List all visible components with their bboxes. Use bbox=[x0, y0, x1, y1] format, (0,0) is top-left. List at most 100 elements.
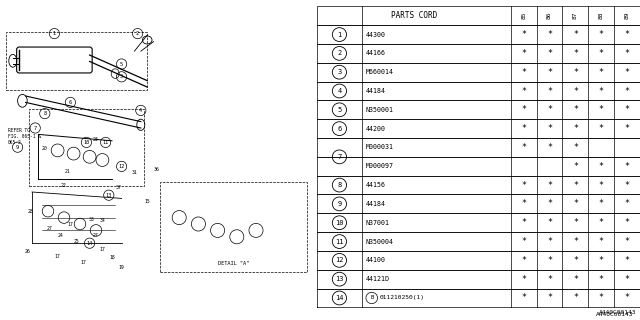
Text: *: * bbox=[598, 293, 604, 302]
Text: *: * bbox=[521, 68, 526, 77]
Text: *: * bbox=[547, 124, 552, 133]
Text: *: * bbox=[521, 293, 526, 302]
Text: 1: 1 bbox=[53, 31, 56, 36]
Text: *: * bbox=[521, 275, 526, 284]
Text: 9: 9 bbox=[16, 145, 19, 150]
Text: 4: 4 bbox=[140, 108, 142, 113]
Text: 3: 3 bbox=[337, 69, 342, 75]
Text: M660014: M660014 bbox=[366, 69, 394, 75]
Text: *: * bbox=[547, 49, 552, 58]
Text: *: * bbox=[547, 275, 552, 284]
Text: *: * bbox=[547, 237, 552, 246]
Text: 11: 11 bbox=[102, 140, 109, 145]
Text: 12: 12 bbox=[118, 164, 125, 169]
Text: 44156: 44156 bbox=[366, 182, 386, 188]
Text: 1: 1 bbox=[337, 32, 342, 37]
Text: 5: 5 bbox=[120, 61, 123, 67]
Text: *: * bbox=[521, 199, 526, 208]
Text: *: * bbox=[521, 105, 526, 114]
Text: PARTS CORD: PARTS CORD bbox=[390, 11, 437, 20]
Text: *: * bbox=[598, 275, 604, 284]
Text: *: * bbox=[547, 86, 552, 95]
Text: 37: 37 bbox=[116, 185, 121, 190]
Text: DETAIL "A": DETAIL "A" bbox=[218, 260, 249, 266]
Text: *: * bbox=[521, 30, 526, 39]
Text: 17: 17 bbox=[55, 253, 60, 259]
Text: *: * bbox=[521, 124, 526, 133]
Text: *: * bbox=[598, 105, 604, 114]
Text: 44166: 44166 bbox=[366, 50, 386, 56]
Text: B: B bbox=[370, 295, 373, 300]
Text: 3: 3 bbox=[120, 74, 123, 79]
Text: 15: 15 bbox=[145, 199, 150, 204]
Text: *: * bbox=[625, 237, 630, 246]
Text: *: * bbox=[573, 293, 578, 302]
Text: *: * bbox=[573, 68, 578, 77]
Text: 6: 6 bbox=[69, 100, 72, 105]
Text: *: * bbox=[573, 218, 578, 227]
Text: *: * bbox=[547, 143, 552, 152]
Text: 44300: 44300 bbox=[366, 32, 386, 37]
Text: *: * bbox=[573, 143, 578, 152]
Text: 011210250(1): 011210250(1) bbox=[380, 295, 425, 300]
Text: *: * bbox=[625, 124, 630, 133]
Text: *: * bbox=[573, 105, 578, 114]
Text: *: * bbox=[598, 199, 604, 208]
Text: *: * bbox=[598, 256, 604, 265]
Text: *: * bbox=[521, 218, 526, 227]
Text: 20: 20 bbox=[42, 146, 47, 151]
Text: N37001: N37001 bbox=[366, 220, 390, 226]
Text: 10: 10 bbox=[83, 140, 90, 145]
Text: 13: 13 bbox=[106, 193, 112, 198]
Text: *: * bbox=[625, 218, 630, 227]
Text: 88: 88 bbox=[598, 12, 604, 20]
Text: 22: 22 bbox=[61, 183, 67, 188]
Text: 19: 19 bbox=[119, 265, 124, 270]
Text: 34: 34 bbox=[100, 218, 105, 223]
Text: 44184: 44184 bbox=[366, 201, 386, 207]
Text: 18: 18 bbox=[109, 255, 115, 260]
Text: 7: 7 bbox=[34, 125, 36, 131]
Text: REFER TO
FIG. 065-1 &
065-2: REFER TO FIG. 065-1 & 065-2 bbox=[8, 128, 41, 145]
Text: *: * bbox=[547, 293, 552, 302]
Text: *: * bbox=[521, 49, 526, 58]
Text: *: * bbox=[547, 30, 552, 39]
Text: *: * bbox=[598, 30, 604, 39]
Text: N350004: N350004 bbox=[366, 238, 394, 244]
Text: *: * bbox=[625, 86, 630, 95]
Text: *: * bbox=[573, 275, 578, 284]
Text: 36: 36 bbox=[154, 167, 159, 172]
Text: *: * bbox=[521, 237, 526, 246]
Text: *: * bbox=[573, 86, 578, 95]
Text: 4: 4 bbox=[337, 88, 342, 94]
Text: *: * bbox=[598, 162, 604, 171]
Text: 33: 33 bbox=[88, 217, 94, 222]
Text: *: * bbox=[547, 199, 552, 208]
Text: 17: 17 bbox=[81, 260, 86, 265]
Text: *: * bbox=[521, 256, 526, 265]
Text: A440C00143: A440C00143 bbox=[599, 310, 637, 315]
Text: *: * bbox=[521, 143, 526, 152]
Text: 44100: 44100 bbox=[366, 257, 386, 263]
Text: *: * bbox=[598, 218, 604, 227]
Text: 89: 89 bbox=[625, 12, 630, 20]
Text: *: * bbox=[625, 199, 630, 208]
Text: N350001: N350001 bbox=[366, 107, 394, 113]
Text: *: * bbox=[625, 293, 630, 302]
Text: *: * bbox=[598, 68, 604, 77]
Text: 13: 13 bbox=[335, 276, 344, 282]
Text: *: * bbox=[598, 124, 604, 133]
Text: *: * bbox=[625, 275, 630, 284]
Text: 2: 2 bbox=[337, 50, 342, 56]
Text: *: * bbox=[547, 218, 552, 227]
Text: 8: 8 bbox=[337, 182, 342, 188]
Text: *: * bbox=[598, 180, 604, 189]
Text: A440C00143: A440C00143 bbox=[596, 312, 634, 317]
Text: 7: 7 bbox=[337, 154, 342, 160]
Text: 21: 21 bbox=[65, 169, 70, 174]
Text: 44184: 44184 bbox=[366, 88, 386, 94]
Text: 28: 28 bbox=[28, 209, 33, 214]
Text: *: * bbox=[598, 49, 604, 58]
Text: M000097: M000097 bbox=[366, 163, 394, 169]
Text: *: * bbox=[625, 105, 630, 114]
